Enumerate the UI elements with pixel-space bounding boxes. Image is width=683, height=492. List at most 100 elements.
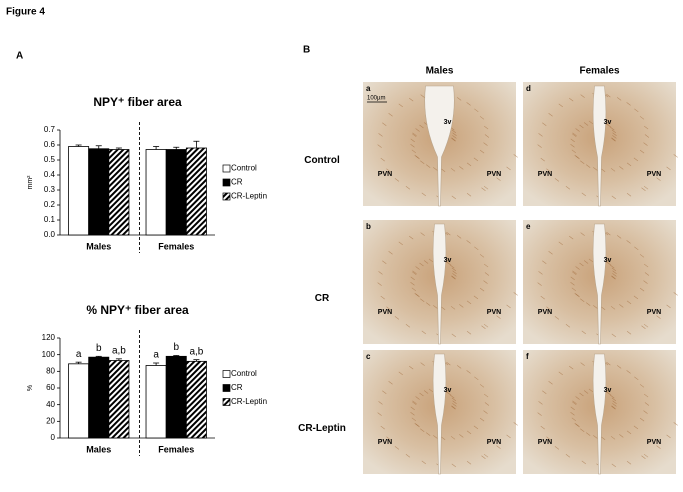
fiber (606, 231, 611, 236)
fiber (571, 417, 577, 422)
nucleus-label: PVN (487, 171, 501, 178)
fiber (513, 422, 518, 426)
fiber (451, 267, 457, 272)
fiber (580, 232, 585, 236)
fiber (633, 295, 639, 300)
x-tick-label: Males (86, 444, 111, 454)
fiber (611, 405, 616, 410)
fiber (405, 324, 411, 328)
fiber (626, 330, 632, 335)
fiber (394, 446, 400, 450)
fiber (634, 108, 639, 113)
fiber (537, 282, 542, 286)
fiber (610, 436, 616, 440)
fiber (626, 102, 631, 106)
fiber (513, 292, 518, 296)
fiber (572, 132, 577, 137)
ventricle (432, 223, 447, 345)
fiber (412, 132, 417, 137)
fiber (426, 302, 431, 306)
fiber (611, 129, 617, 134)
fiber (538, 133, 543, 137)
nucleus-label: PVN (647, 171, 661, 178)
fiber (433, 435, 438, 439)
y-tick-label: 20 (46, 416, 55, 425)
legend-label: Control (231, 369, 257, 378)
fiber (398, 103, 403, 108)
fiber (581, 192, 586, 197)
fiber (616, 365, 622, 369)
fiber (606, 123, 612, 128)
y-axis-label: mm² (27, 175, 34, 190)
fiber (656, 177, 661, 181)
y-tick-label: 0.7 (44, 125, 56, 134)
fiber (378, 271, 383, 275)
y-tick-label: 40 (46, 400, 55, 409)
fiber (496, 445, 501, 449)
fiber (666, 166, 671, 171)
fiber (580, 298, 585, 302)
nucleus-label: PVN (538, 439, 552, 446)
image-letter: b (366, 222, 371, 231)
fiber (586, 432, 591, 436)
fiber (548, 113, 553, 117)
fiber (611, 275, 616, 280)
x-tick-label: Females (158, 241, 194, 251)
fiber (419, 124, 424, 129)
fiber (411, 287, 417, 292)
fiber (579, 262, 584, 267)
fiber (570, 276, 575, 281)
fiber (610, 126, 615, 131)
significance-label: a (153, 350, 159, 361)
fiber (606, 93, 611, 98)
legend-swatch (222, 370, 231, 378)
ventricle-label: 3v (604, 257, 612, 264)
fiber (452, 400, 457, 404)
fiber (414, 292, 419, 297)
fiber (433, 167, 438, 171)
fiber (611, 275, 616, 280)
fiber (610, 394, 615, 399)
fiber (580, 160, 585, 164)
fiber (456, 235, 462, 239)
fiber (466, 370, 471, 374)
fiber (483, 263, 489, 268)
fiber (452, 273, 457, 277)
fiber (483, 280, 488, 284)
fiber (611, 195, 616, 200)
fiber (643, 142, 648, 146)
fiber (466, 162, 472, 167)
fiber (570, 406, 575, 411)
fiber (639, 254, 645, 258)
fiber (420, 94, 425, 98)
fiber (641, 187, 646, 192)
column-label: Males (426, 66, 454, 77)
fiber (410, 276, 415, 281)
x-tick-label: Females (158, 444, 194, 454)
fiber (643, 185, 649, 190)
fiber (419, 262, 424, 267)
legend-swatch (222, 398, 231, 406)
fiber (546, 168, 551, 173)
fiber (673, 292, 678, 296)
fiber (574, 292, 579, 297)
fiber (612, 135, 617, 139)
fiber (572, 133, 577, 138)
fiber (565, 324, 571, 328)
significance-label: a,b (112, 345, 126, 356)
fiber (572, 401, 577, 406)
fiber (656, 445, 661, 449)
nucleus-label: PVN (487, 309, 501, 316)
fiber (421, 330, 426, 335)
bar (185, 147, 207, 236)
fiber (484, 134, 490, 138)
fiber (446, 231, 451, 236)
fiber (474, 246, 479, 251)
fiber (643, 410, 648, 414)
fiber (412, 271, 417, 276)
legend-label: CR-Leptin (231, 192, 267, 201)
chart-title: NPY⁺ fiber area (93, 95, 182, 109)
fiber (565, 454, 571, 458)
fiber (588, 120, 594, 125)
fiber (466, 102, 471, 106)
